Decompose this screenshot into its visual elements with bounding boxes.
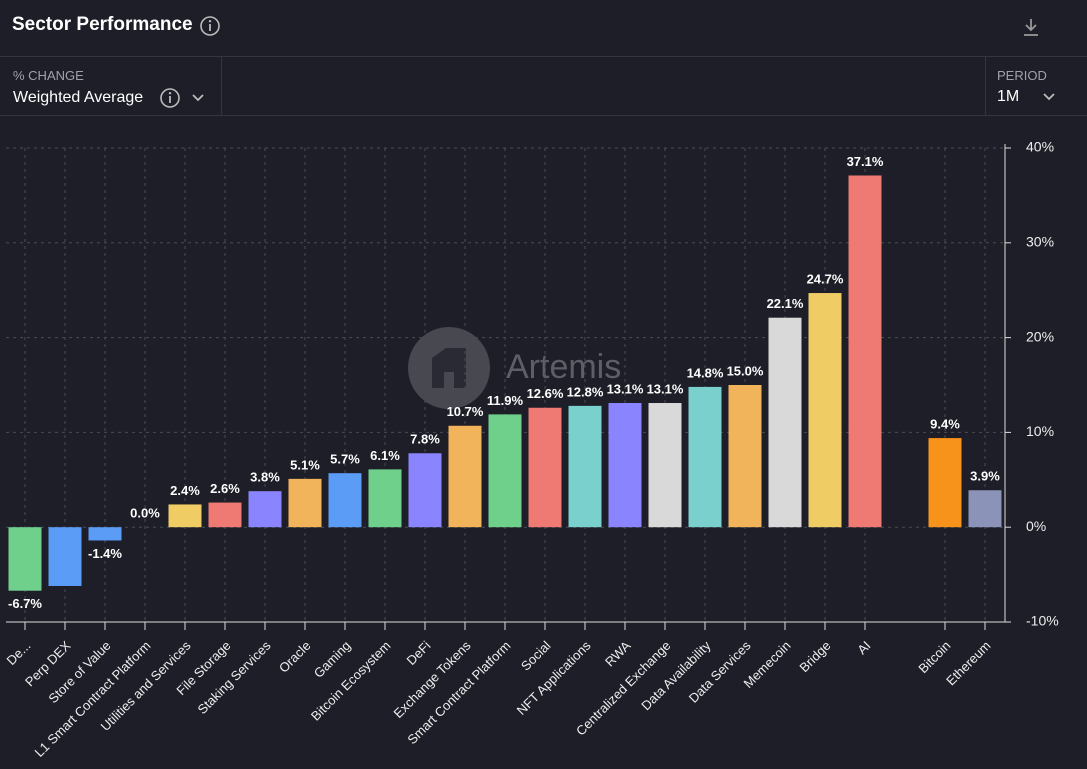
bar [768, 317, 802, 528]
chevron[interactable] [1040, 87, 1060, 107]
x-tick-label: Centralized Exchange [573, 638, 674, 739]
x-tick-label: Exchange Tokens [391, 638, 474, 721]
x-tick-label: Store of Value [45, 638, 113, 706]
value-label: 13.1% [607, 381, 644, 396]
bar [208, 502, 242, 528]
value-label: 3.9% [970, 469, 1000, 484]
divider [0, 56, 1087, 57]
bar [48, 527, 82, 586]
x-tick-label: Social [518, 638, 554, 674]
bar [88, 527, 122, 541]
watermark-logo [408, 327, 490, 409]
x-tick-label: Bitcoin Ecosystem [308, 638, 394, 724]
watermark: Artemis [506, 348, 621, 386]
bar [448, 425, 482, 528]
y-tick-label: 40% [1026, 139, 1054, 155]
x-tick-label: Memecoin [741, 638, 794, 691]
bar [568, 405, 602, 528]
x-tick-label: Perp DEX [22, 638, 74, 690]
x-tick-label: AI [854, 638, 873, 657]
x-tick-label: NFT Applications [514, 638, 594, 718]
bar [328, 473, 362, 528]
bar [608, 403, 642, 528]
x-tick-label: Oracle [276, 638, 314, 676]
bar [248, 491, 282, 528]
metric-label: % CHANGE [13, 68, 84, 83]
x-tick-label: Data Availability [638, 638, 714, 714]
metric-icons[interactable] [159, 87, 207, 109]
bar [528, 407, 562, 528]
y-tick-label: 20% [1026, 328, 1054, 344]
value-label: 13.1% [647, 381, 684, 396]
bar [728, 385, 762, 528]
value-label: 5.1% [290, 457, 320, 472]
value-label: 12.8% [567, 384, 604, 399]
value-label: 2.6% [210, 481, 240, 496]
bar [648, 403, 682, 528]
value-label: 12.6% [527, 386, 564, 401]
y-tick-label: 10% [1026, 423, 1054, 439]
bar [408, 453, 442, 528]
x-tick-label: Smart Contract Platform [404, 638, 513, 747]
divider [0, 115, 1087, 116]
value-label: 37.1% [847, 154, 884, 169]
bar [8, 527, 42, 591]
value-label: 0.0% [130, 506, 160, 521]
value-label: 24.7% [807, 271, 844, 286]
value-label: 14.8% [687, 365, 724, 380]
divider [985, 57, 986, 115]
period-label: PERIOD [997, 68, 1047, 83]
value-label: 2.4% [170, 483, 200, 498]
x-tick-label: Utilities and Services [98, 638, 194, 734]
y-tick-label: -10% [1026, 613, 1059, 629]
download-icon[interactable] [1020, 16, 1042, 38]
value-label: 15.0% [727, 363, 764, 378]
x-tick-label: RWA [602, 638, 634, 670]
y-tick-label: 0% [1026, 518, 1046, 534]
value-label: 5.7% [330, 452, 360, 467]
bar [688, 386, 722, 528]
bar [488, 414, 522, 528]
value-label: 7.8% [410, 432, 440, 447]
bar [848, 175, 882, 528]
bar [928, 438, 962, 528]
x-tick-label: DeFi [404, 638, 434, 668]
info-icon[interactable] [199, 15, 221, 37]
watermark-logo [432, 348, 466, 388]
bar [808, 293, 842, 528]
value-label: 3.8% [250, 470, 280, 485]
value-label: 22.1% [767, 296, 804, 311]
x-tick-label: Staking Services [194, 638, 273, 717]
divider [221, 57, 222, 115]
x-tick-label: File Storage [173, 638, 233, 698]
metric-select[interactable]: Weighted Average [13, 89, 144, 106]
period-select[interactable]: 1M [997, 88, 1020, 105]
x-tick-label: Data Services [686, 638, 754, 706]
x-tick-label: Ethereum [943, 638, 993, 688]
value-label: 11.9% [487, 393, 524, 408]
y-tick-label: 30% [1026, 234, 1054, 250]
bar [168, 504, 202, 528]
title: Sector Performance [12, 14, 193, 35]
bar [288, 478, 322, 528]
value-label: 9.4% [930, 417, 960, 432]
bar [368, 469, 402, 528]
x-tick-label: L1 Smart Contract Platform [32, 638, 154, 760]
x-tick-label: Bitcoin [915, 638, 953, 676]
x-tick-label: Bridge [796, 638, 833, 675]
value-label: 6.1% [370, 448, 400, 463]
bar [968, 490, 1002, 528]
value-label: 10.7% [447, 404, 484, 419]
value-label: -6.7% [8, 596, 42, 611]
value-label: -1.4% [88, 546, 122, 561]
x-tick-label: Gaming [311, 638, 354, 681]
x-tick-label: De... [4, 638, 34, 668]
